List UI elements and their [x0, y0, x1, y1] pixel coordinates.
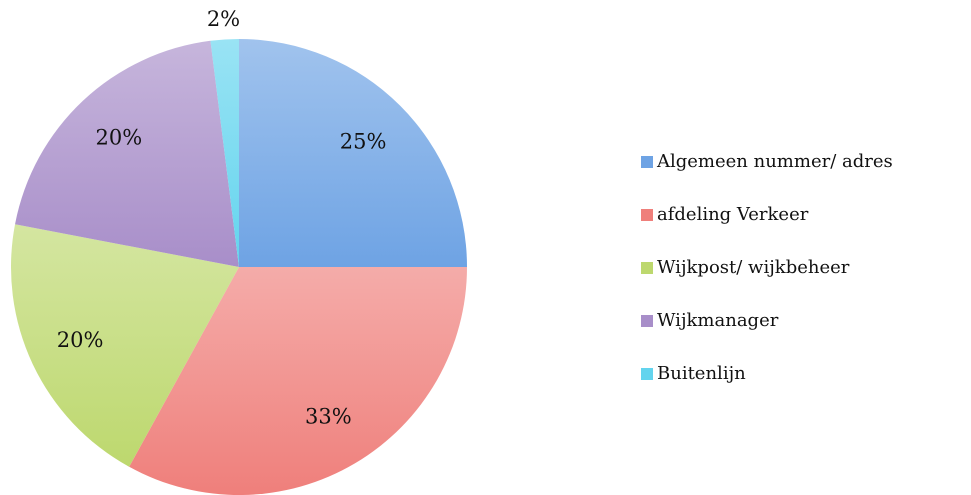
legend-swatch	[641, 262, 653, 274]
slice-label: 2%	[207, 7, 240, 31]
legend-swatch	[641, 315, 653, 327]
legend-swatch	[641, 156, 653, 168]
pie-slice	[239, 39, 467, 267]
pie-slice	[15, 40, 239, 267]
legend-label: Wijkmanager	[657, 310, 779, 331]
pie-slice	[11, 224, 239, 467]
legend-swatch	[641, 209, 653, 221]
pie-slice	[129, 267, 467, 495]
legend-swatch	[641, 368, 653, 380]
legend-label: Algemeen nummer/ adres	[656, 151, 893, 172]
slice-label: 25%	[340, 129, 387, 153]
legend-label: Buitenlijn	[657, 363, 746, 384]
legend-label: Wijkpost/ wijkbeheer	[657, 257, 850, 278]
pie-slice	[210, 39, 239, 267]
legend-label: afdeling Verkeer	[657, 204, 809, 225]
slice-label: 20%	[57, 328, 104, 352]
slice-label: 20%	[95, 126, 142, 150]
slice-label: 33%	[305, 405, 352, 429]
